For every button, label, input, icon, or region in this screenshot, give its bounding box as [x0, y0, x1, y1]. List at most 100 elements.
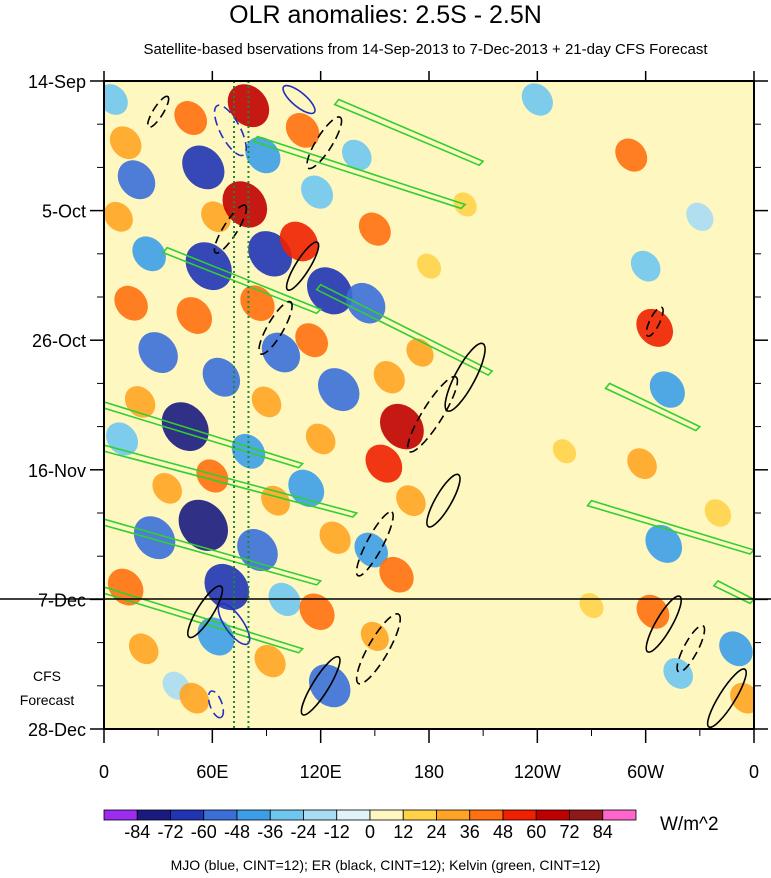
colorbar-units: W/m^2	[660, 814, 719, 835]
colorbar-label: -36	[257, 822, 283, 842]
er-contour	[426, 473, 461, 528]
anomaly-cell	[179, 682, 210, 714]
colorbar-swatch	[502, 809, 537, 821]
colorbar-swatch	[303, 809, 338, 821]
anomaly-cell	[730, 682, 754, 714]
anomaly-cell	[128, 633, 159, 665]
colorbar-swatch	[336, 809, 371, 821]
anomaly-cell	[379, 556, 414, 593]
y-tick-label: 14-Sep	[28, 72, 86, 92]
x-tick-label: 120W	[514, 762, 561, 782]
mjo-contour	[207, 690, 225, 719]
anomaly-cell	[317, 368, 360, 412]
kelvin-contours	[104, 98, 754, 654]
er-contour	[258, 300, 293, 355]
anomaly-cell	[104, 201, 133, 232]
colorbar-label: 84	[593, 822, 613, 842]
kelvin-contour	[712, 579, 754, 605]
anomaly-cell	[636, 308, 674, 347]
anomaly-cell	[704, 499, 732, 527]
anomaly-cell	[416, 253, 442, 279]
y-tick-label: 16-Nov	[28, 461, 86, 481]
forecast-label: CFS Forecast	[19, 668, 75, 708]
anomaly-cell	[301, 175, 334, 209]
anomaly-cell	[251, 386, 282, 418]
colorbar-swatch	[136, 809, 171, 821]
anomaly-cell	[552, 439, 577, 464]
er-contour	[146, 95, 170, 129]
anomaly-cell	[227, 84, 270, 128]
anomaly-cell	[358, 212, 391, 246]
anomaly-cell	[380, 403, 424, 450]
anomaly-cell	[521, 83, 553, 116]
colorbar-swatch	[535, 809, 570, 821]
er-contour	[355, 511, 394, 577]
colorbar-label: 0	[365, 822, 375, 842]
er-contours	[146, 95, 747, 729]
er-contour	[306, 116, 343, 170]
reference-lines	[233, 81, 250, 729]
anomaly-cell	[185, 242, 232, 291]
anomaly-cell	[373, 361, 405, 394]
colorbar-label: -84	[124, 822, 150, 842]
anomaly-cell	[182, 145, 225, 190]
anomaly-cell	[117, 160, 156, 200]
kelvin-contour	[586, 499, 754, 555]
anomaly-cell	[636, 594, 670, 629]
anomaly-cell	[686, 202, 714, 231]
colorbar-swatch	[469, 809, 504, 821]
anomaly-cell	[176, 297, 213, 334]
anomaly-cell	[615, 138, 648, 172]
anomaly-cell	[295, 323, 329, 358]
er-contour	[407, 375, 459, 453]
er-contour	[355, 612, 402, 685]
mjo-contour	[282, 84, 316, 115]
kelvin-contour	[161, 246, 323, 315]
anomaly-cell	[124, 386, 156, 418]
anomaly-cell	[196, 459, 229, 493]
anomaly-cell	[365, 444, 403, 483]
er-contour	[300, 655, 341, 716]
kelvin-contour	[315, 283, 494, 377]
colorbar-label: -12	[324, 822, 350, 842]
er-contour	[285, 241, 320, 291]
anomaly-cell	[360, 621, 389, 651]
anomaly-field	[104, 83, 754, 714]
mjo-contours	[207, 84, 316, 719]
colorbar-label: -48	[224, 822, 250, 842]
colorbar-swatch	[236, 809, 271, 821]
colorbar-swatch	[170, 809, 205, 821]
y-tick-label: 28-Dec	[28, 720, 86, 740]
colorbar-swatch	[436, 809, 471, 821]
legend-note: MJO (blue, CINT=12); ER (black, CINT=12)…	[170, 857, 601, 873]
colorbar-swatch	[103, 809, 138, 821]
anomaly-cell	[138, 332, 178, 374]
anomaly-cell	[114, 285, 148, 321]
anomaly-cell	[627, 448, 657, 479]
anomaly-cell	[133, 516, 176, 560]
anomaly-cell	[109, 126, 142, 160]
anomaly-cell	[299, 593, 335, 630]
anomaly-cell	[132, 236, 166, 272]
kelvin-contour	[104, 586, 305, 654]
y-tick-label: 26-Oct	[32, 331, 86, 351]
er-contour	[645, 595, 682, 653]
anomaly-cell	[319, 521, 351, 554]
colorbar-swatch	[369, 809, 404, 821]
er-contour	[213, 204, 248, 254]
anomaly-cell	[279, 221, 319, 262]
kelvin-contour	[104, 401, 305, 469]
anomaly-cell	[354, 532, 389, 568]
colorbar-swatch	[402, 809, 437, 821]
anomaly-cell	[104, 84, 128, 115]
anomaly-cell	[346, 282, 386, 324]
anomaly-cell	[245, 136, 281, 174]
colorbar-label: 60	[526, 822, 546, 842]
er-contour	[645, 306, 664, 338]
anomaly-cell	[305, 423, 336, 455]
anomaly-cell	[406, 338, 434, 367]
x-tick-label: 180	[414, 762, 444, 782]
colorbar-swatch	[569, 809, 604, 821]
anomaly-cell	[630, 250, 661, 282]
